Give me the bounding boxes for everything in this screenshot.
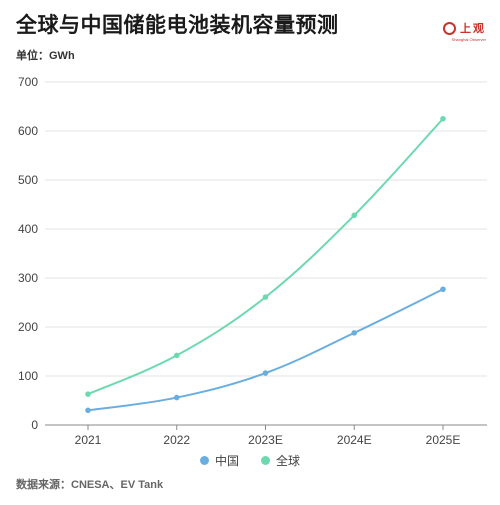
data-point: [173, 352, 180, 359]
data-point: [85, 391, 91, 397]
legend-swatch-china: [199, 456, 209, 465]
legend-label-china: 中国: [214, 454, 239, 468]
x-tick-label: 2025E: [426, 433, 461, 447]
y-tick-label: 400: [18, 222, 38, 236]
x-tick-label: 2021: [75, 433, 102, 447]
chart-title: 全球与中国储能电池装机容量预测: [16, 14, 339, 37]
logo-ring-icon: [443, 21, 456, 35]
data-point: [262, 370, 269, 376]
brand-logo: 上观: [443, 20, 486, 36]
data-point: [440, 115, 446, 122]
legend-item-global: 全球: [261, 452, 300, 469]
data-point: [85, 407, 91, 414]
y-tick-label: 500: [18, 173, 38, 187]
y-tick-label: 0: [31, 418, 38, 432]
logo-subtext: Shanghai Observer: [451, 37, 486, 42]
data-source: 数据来源：CNESA、EV Tank: [16, 479, 164, 491]
series-line-1: [87, 118, 444, 396]
data-point: [351, 330, 358, 336]
legend: 中国 全球: [0, 452, 500, 469]
unit-label: 单位：GWh: [16, 50, 75, 62]
data-point: [440, 286, 446, 293]
x-tick-label: 2023E: [248, 433, 283, 447]
y-tick-label: 100: [18, 369, 38, 383]
logo-text: 上观: [460, 23, 486, 35]
data-point: [351, 212, 358, 219]
data-point: [173, 394, 180, 401]
x-tick-label: 2024E: [337, 433, 372, 447]
legend-item-china: 中国: [199, 452, 239, 469]
data-point: [262, 294, 269, 300]
series-line-0: [87, 288, 444, 412]
y-tick-label: 700: [18, 75, 38, 89]
legend-swatch-global: [261, 456, 270, 465]
y-tick-label: 200: [18, 320, 38, 334]
legend-label-global: 全球: [276, 454, 301, 468]
x-tick-label: 2022: [163, 433, 190, 447]
y-tick-label: 600: [18, 124, 38, 138]
y-tick-label: 300: [18, 271, 38, 285]
